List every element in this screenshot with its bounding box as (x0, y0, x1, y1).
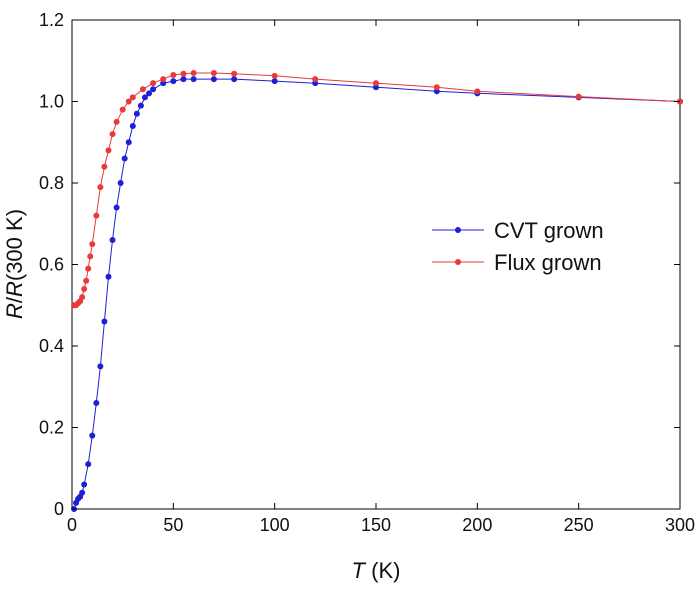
x-axis-title-rest: (K) (365, 558, 400, 583)
y-tick-label: 0.4 (39, 336, 64, 356)
data-point-1 (125, 98, 132, 105)
legend-flux-label: Flux grown (494, 250, 602, 275)
data-point-0 (101, 318, 108, 325)
data-point-1 (139, 86, 146, 93)
data-point-0 (113, 204, 120, 211)
data-point-0 (141, 94, 148, 101)
data-point-1 (93, 212, 100, 219)
data-point-0 (210, 76, 217, 83)
data-point-1 (89, 241, 96, 248)
x-tick-label: 200 (462, 515, 492, 535)
data-point-1 (474, 88, 481, 95)
data-point-0 (109, 237, 116, 244)
data-point-1 (190, 69, 197, 76)
data-point-1 (373, 80, 379, 87)
data-point-0 (146, 90, 153, 97)
x-tick-label: 100 (260, 515, 290, 535)
data-point-0 (79, 489, 86, 496)
y-axis-title-italic-2: R (2, 281, 27, 297)
data-point-0 (97, 363, 104, 370)
y-tick-label: 1.0 (39, 92, 64, 112)
legend: CVT grown Flux grown (432, 218, 604, 275)
data-point-1 (433, 84, 440, 91)
data-point-0 (231, 76, 238, 83)
y-tick-label: 0.6 (39, 255, 64, 275)
data-point-0 (117, 180, 124, 186)
x-axis-title: T (K) (352, 558, 401, 583)
data-point-1 (97, 184, 104, 191)
data-point-1 (160, 76, 167, 83)
data-point-0 (125, 139, 132, 146)
data-point-0 (180, 76, 187, 83)
data-point-0 (190, 76, 197, 83)
series-line-0 (73, 78, 681, 510)
data-point-0 (137, 102, 144, 109)
data-point-0 (170, 78, 177, 85)
y-axis-title-italic-1: R (2, 303, 27, 319)
x-tick-label: 300 (665, 515, 695, 535)
y-tick-label: 0 (54, 499, 64, 519)
data-point-1 (575, 93, 582, 100)
y-axis-title-slash: / (2, 296, 27, 303)
data-point-1 (87, 253, 94, 260)
data-point-1 (105, 147, 112, 154)
legend-cvt-label: CVT grown (494, 218, 604, 243)
y-axis-title: R/R(300 K) (2, 209, 27, 319)
y-tick-label: 0.8 (39, 173, 64, 193)
data-point-0 (150, 86, 157, 93)
data-point-1 (129, 94, 136, 101)
data-point-1 (79, 294, 86, 301)
data-point-1 (83, 277, 90, 284)
data-point-1 (170, 72, 177, 79)
data-point-0 (81, 481, 88, 488)
x-axis-title-italic: T (352, 558, 367, 583)
data-point-0 (105, 273, 112, 280)
data-point-0 (93, 400, 100, 407)
data-point-1 (113, 118, 120, 125)
x-tick-label: 250 (564, 515, 594, 535)
data-point-0 (85, 461, 92, 468)
data-point-1 (210, 69, 217, 76)
x-tick-label: 0 (67, 515, 77, 535)
data-point-1 (109, 131, 116, 138)
data-point-0 (133, 110, 140, 117)
data-point-1 (81, 285, 88, 292)
x-tick-label: 50 (163, 515, 183, 535)
ticks-layer: 0 50 100 150 200 250 300 0 0.2 0.4 0.6 0.8 1.0 1.2 (39, 10, 695, 535)
x-tick-label: 150 (361, 515, 391, 535)
legend-flux-marker (455, 259, 461, 265)
data-point-1 (150, 80, 157, 87)
data-point-1 (312, 76, 319, 83)
series-line-1 (74, 72, 681, 306)
legend-cvt-marker (455, 227, 461, 233)
series-layer (71, 69, 683, 512)
data-point-1 (119, 106, 126, 113)
data-point-1 (180, 70, 187, 77)
data-point-0 (271, 78, 278, 85)
data-point-0 (121, 155, 128, 162)
data-point-0 (129, 122, 136, 129)
data-point-1 (231, 70, 238, 77)
data-point-1 (101, 163, 108, 170)
y-tick-label: 0.2 (39, 418, 64, 438)
data-point-0 (89, 432, 96, 439)
data-point-1 (85, 265, 92, 272)
y-axis-title-rest: (300 K) (2, 209, 27, 281)
y-tick-label: 1.2 (39, 10, 64, 30)
data-point-1 (271, 72, 278, 79)
